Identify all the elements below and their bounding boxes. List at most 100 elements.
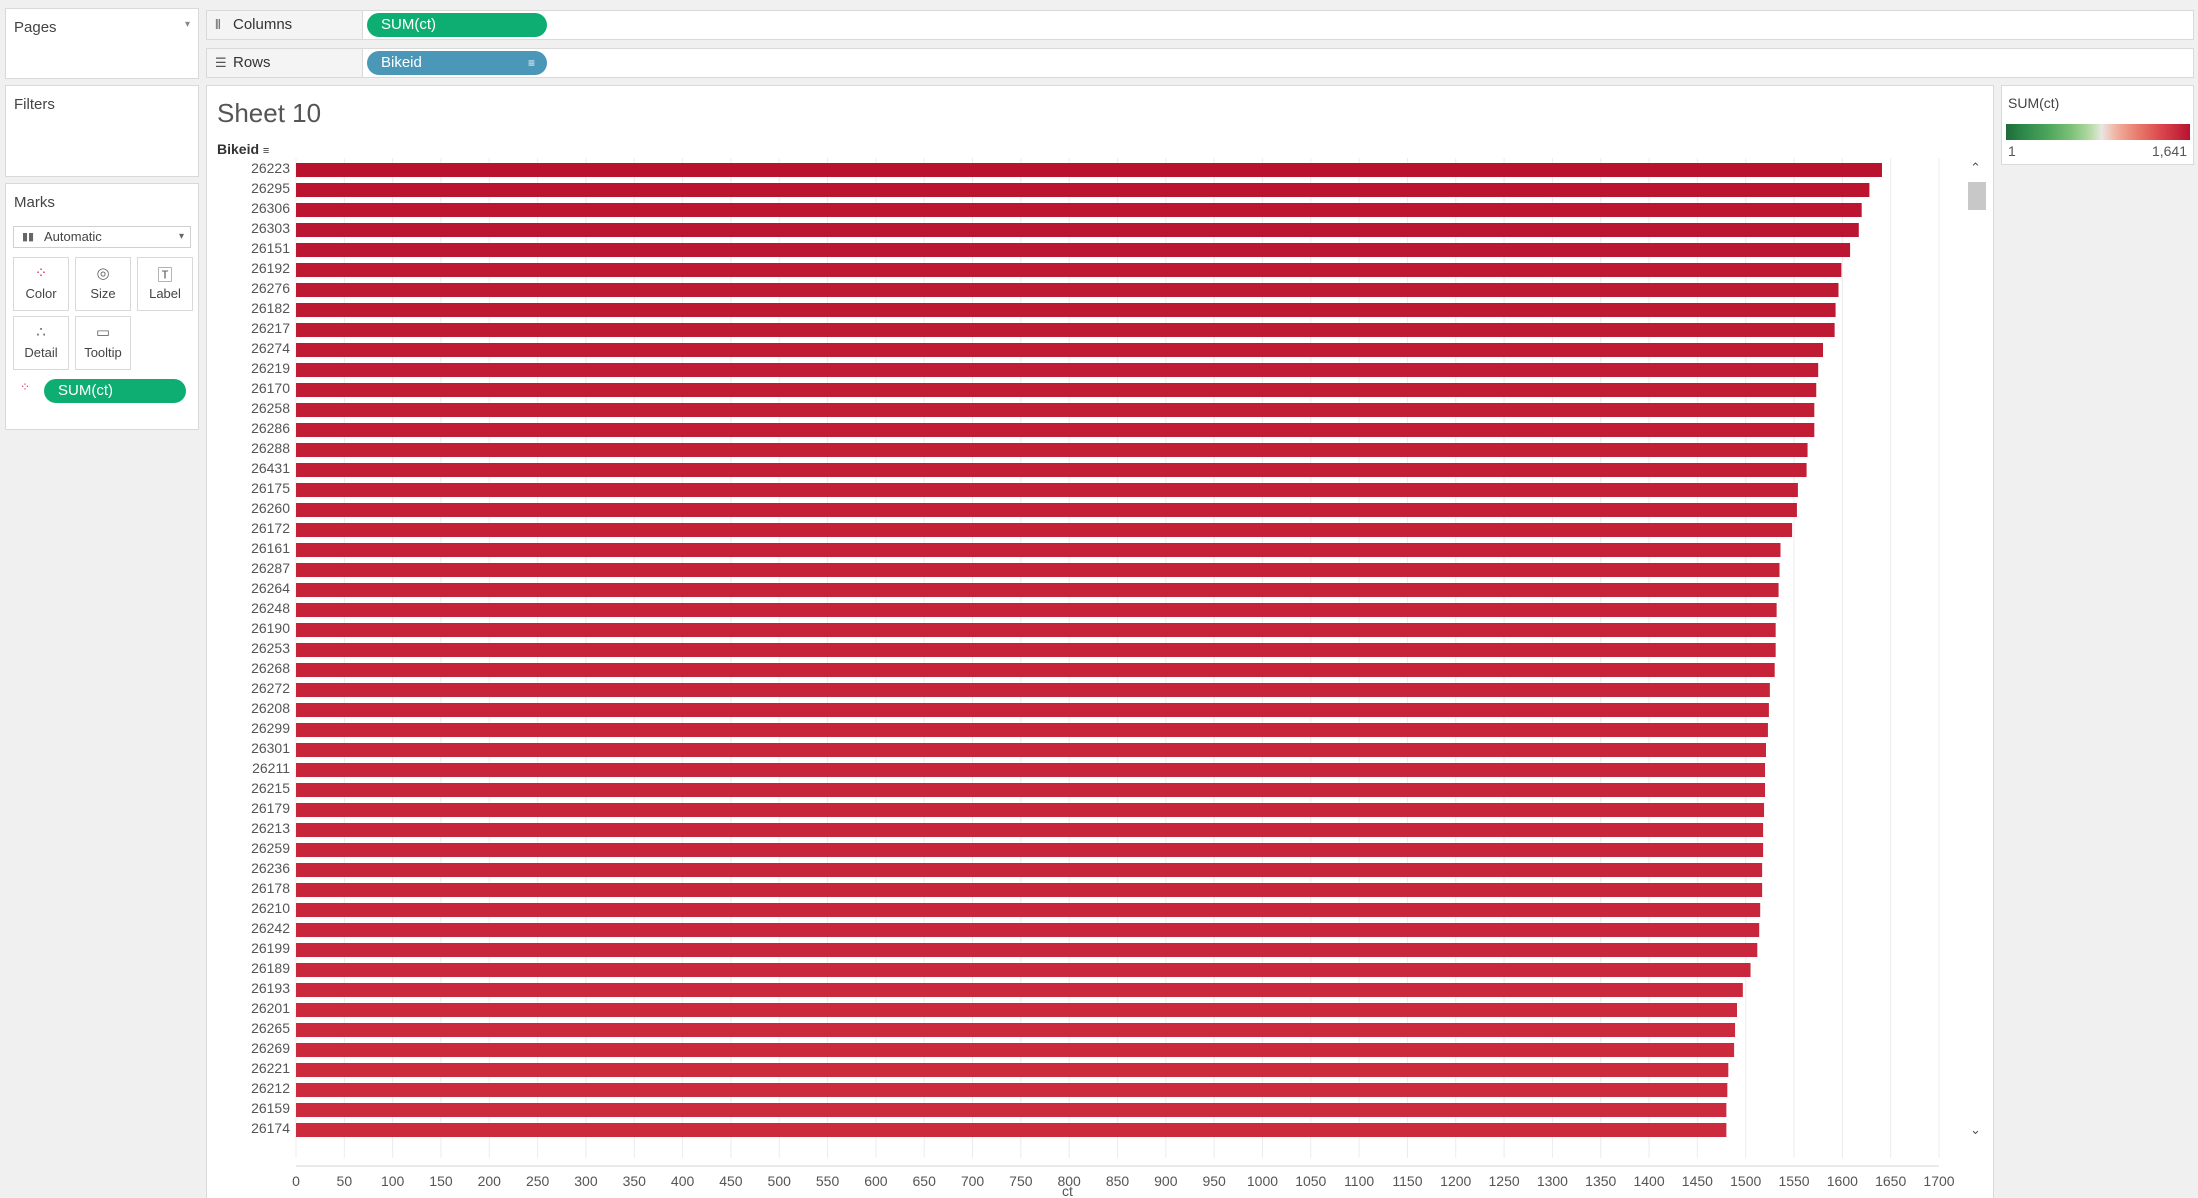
bar[interactable] [296,463,1807,477]
scroll-up-icon[interactable]: ⌃ [1970,160,1981,175]
bar[interactable] [296,603,1777,617]
bar[interactable] [296,903,1761,917]
bar[interactable] [296,503,1797,517]
bar[interactable] [296,423,1815,437]
legend-min: 1 [2008,143,2016,159]
bar[interactable] [296,583,1779,597]
bar[interactable] [296,303,1836,317]
pages-dropdown-icon[interactable]: ▾ [184,19,190,30]
x-tick-label: 400 [671,1173,695,1189]
bar[interactable] [296,883,1763,897]
bar[interactable] [296,763,1766,777]
x-tick-label: 800 [1057,1173,1081,1189]
bar[interactable] [296,563,1780,577]
bar[interactable] [296,1083,1728,1097]
bar[interactable] [296,803,1765,817]
filters-card[interactable]: Filters [5,85,199,177]
row-label: 26192 [251,260,290,276]
chevron-down-icon: ▾ [178,231,184,242]
x-tick-label: 1150 [1392,1173,1422,1189]
bar[interactable] [296,543,1781,557]
bar[interactable] [296,523,1793,537]
row-label: 26269 [251,1040,290,1056]
bar[interactable] [296,823,1764,837]
scroll-down-icon[interactable]: ⌄ [1970,1122,1981,1137]
row-label: 26151 [251,240,290,256]
row-label: 26159 [251,1100,290,1116]
row-label: 26288 [251,440,290,456]
bar[interactable] [296,1003,1738,1017]
rows-shelf[interactable]: ☰ Rows Bikeid ≡ [206,48,2194,78]
bar[interactable] [296,723,1768,737]
sort-icon[interactable]: ≡ [262,145,270,157]
bar[interactable] [296,443,1808,457]
bar[interactable] [296,923,1760,937]
x-axis-title[interactable]: ct [1062,1183,1073,1198]
bar[interactable] [296,783,1766,797]
tooltip-button[interactable]: ▭ Tooltip [75,316,131,370]
bar[interactable] [296,983,1743,997]
mark-type-dropdown[interactable]: ▮▮ Automatic ▾ [13,226,191,248]
bar[interactable] [296,1043,1735,1057]
bar[interactable] [296,283,1839,297]
color-sum-ct-pill[interactable]: SUM(ct) [44,379,186,403]
bar[interactable] [296,403,1815,417]
row-label: 26274 [251,340,290,356]
color-ramp [2006,124,2190,140]
size-button[interactable]: ◎ Size [75,257,131,311]
x-tick-label: 1000 [1247,1173,1278,1189]
bar[interactable] [296,383,1817,397]
color-button[interactable]: ⁘ Color [13,257,69,311]
columns-icon: ⦀ [215,17,221,32]
bar[interactable] [296,643,1776,657]
bar[interactable] [296,363,1819,377]
bar[interactable] [296,483,1798,497]
row-label: 26219 [251,360,290,376]
bar[interactable] [296,743,1767,757]
columns-shelf[interactable]: ⦀ Columns SUM(ct) [206,10,2194,40]
bar[interactable] [296,683,1770,697]
row-label: 26217 [251,320,290,336]
row-label: 26170 [251,380,290,396]
row-label: 26199 [251,940,290,956]
bar[interactable] [296,163,1882,177]
bar[interactable] [296,863,1763,877]
row-label: 26201 [251,1000,290,1016]
x-tick-label: 1300 [1537,1173,1568,1189]
x-tick-label: 750 [1009,1173,1033,1189]
vertical-scrollbar[interactable]: ⌃ ⌄ [1966,158,1988,1148]
bar[interactable] [296,703,1769,717]
bar[interactable] [296,623,1776,637]
bar[interactable] [296,1123,1727,1137]
bar[interactable] [296,943,1758,957]
bar[interactable] [296,183,1870,197]
bar[interactable] [296,1023,1736,1037]
bar[interactable] [296,963,1751,977]
row-label: 26215 [251,780,290,796]
bar[interactable] [296,263,1842,277]
bar[interactable] [296,843,1764,857]
x-tick-label: 1700 [1923,1173,1954,1189]
row-label: 26193 [251,980,290,996]
bar[interactable] [296,1063,1729,1077]
label-button[interactable]: 🅃 Label [137,257,193,311]
bar[interactable] [296,323,1835,337]
row-label: 26276 [251,280,290,296]
bar[interactable] [296,243,1851,257]
row-label: 26161 [251,540,290,556]
columns-sum-ct-pill[interactable]: SUM(ct) [367,13,547,37]
bar[interactable] [296,223,1859,237]
row-header-bikeid[interactable]: Bikeid ≡ [217,141,269,157]
x-tick-label: 150 [429,1173,453,1189]
bar-chart-icon: ▮▮ [22,231,35,243]
sort-descending-icon[interactable]: ≡ [527,56,535,70]
rows-bikeid-pill[interactable]: Bikeid ≡ [367,51,547,75]
bar[interactable] [296,203,1862,217]
row-label: 26268 [251,660,290,676]
row-label: 26211 [252,760,290,776]
bar[interactable] [296,1103,1727,1117]
bar[interactable] [296,343,1824,357]
bar[interactable] [296,663,1775,677]
scroll-thumb[interactable] [1968,182,1986,210]
detail-button[interactable]: ∴ Detail [13,316,69,370]
